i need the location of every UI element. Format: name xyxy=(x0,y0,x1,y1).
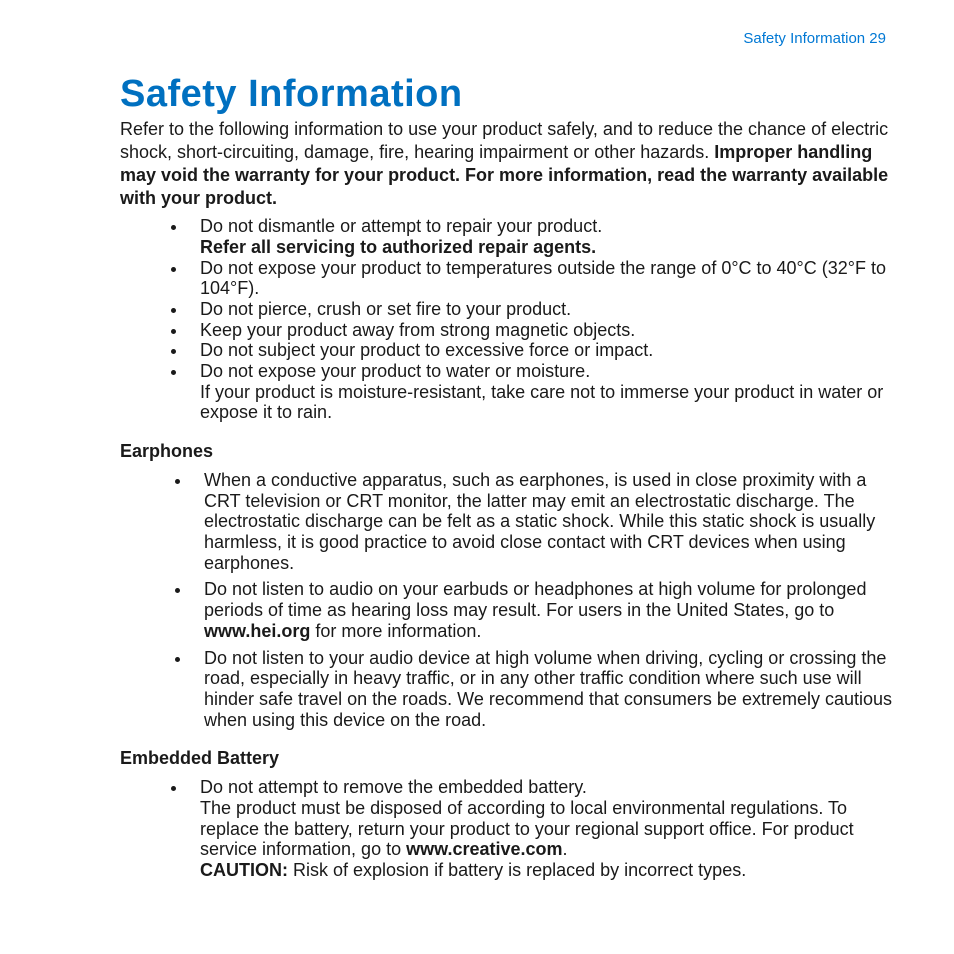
list-item: Do not listen to your audio device at hi… xyxy=(192,648,892,731)
list-item: Do not subject your product to excessive… xyxy=(188,340,892,361)
list-item: Do not dismantle or attempt to repair yo… xyxy=(188,216,892,257)
caution-text: Risk of explosion if battery is replaced… xyxy=(288,860,746,880)
bullet-text: . xyxy=(563,839,568,859)
page-header: Safety Information 29 xyxy=(120,30,886,47)
battery-heading: Embedded Battery xyxy=(120,748,892,769)
earphones-bullet-list: When a conductive apparatus, such as ear… xyxy=(120,470,892,730)
bullet-text: Do not pierce, crush or set fire to your… xyxy=(192,299,892,320)
bullet-text: Do not expose your product to temperatur… xyxy=(192,258,892,299)
caution-label: CAUTION: xyxy=(200,860,288,880)
list-item: Do not pierce, crush or set fire to your… xyxy=(188,299,892,320)
bullet-text: Do not listen to your audio device at hi… xyxy=(196,648,892,731)
list-item: Do not expose your product to water or m… xyxy=(188,361,892,423)
document-page: Safety Information 29 Safety Information… xyxy=(0,0,954,881)
page-title: Safety Information xyxy=(120,73,892,116)
bullet-text: Keep your product away from strong magne… xyxy=(192,320,892,341)
intro-paragraph: Refer to the following information to us… xyxy=(120,118,892,210)
bullet-text: for more information. xyxy=(310,621,481,641)
bullet-bold: Refer all servicing to authorized repair… xyxy=(200,237,596,257)
link-text: www.hei.org xyxy=(204,621,310,641)
list-item: When a conductive apparatus, such as ear… xyxy=(192,470,892,573)
general-bullet-list: Do not dismantle or attempt to repair yo… xyxy=(120,216,892,423)
list-item: Keep your product away from strong magne… xyxy=(188,320,892,341)
battery-bullet-list: Do not attempt to remove the embedded ba… xyxy=(120,777,892,880)
bullet-text: Do not listen to audio on your earbuds o… xyxy=(204,579,866,620)
bullet-text: Do not expose your product to water or m… xyxy=(200,361,590,381)
link-text: www.creative.com xyxy=(406,839,562,859)
header-text: Safety Information 29 xyxy=(743,30,886,47)
bullet-text: Do not attempt to remove the embedded ba… xyxy=(200,777,587,797)
list-item: Do not attempt to remove the embedded ba… xyxy=(188,777,892,880)
bullet-text: When a conductive apparatus, such as ear… xyxy=(196,470,892,573)
earphones-heading: Earphones xyxy=(120,441,892,462)
list-item: Do not listen to audio on your earbuds o… xyxy=(192,579,892,641)
bullet-text: Do not subject your product to excessive… xyxy=(192,340,892,361)
bullet-text: Do not dismantle or attempt to repair yo… xyxy=(200,216,602,236)
bullet-text: If your product is moisture-resistant, t… xyxy=(200,382,883,423)
list-item: Do not expose your product to temperatur… xyxy=(188,258,892,299)
